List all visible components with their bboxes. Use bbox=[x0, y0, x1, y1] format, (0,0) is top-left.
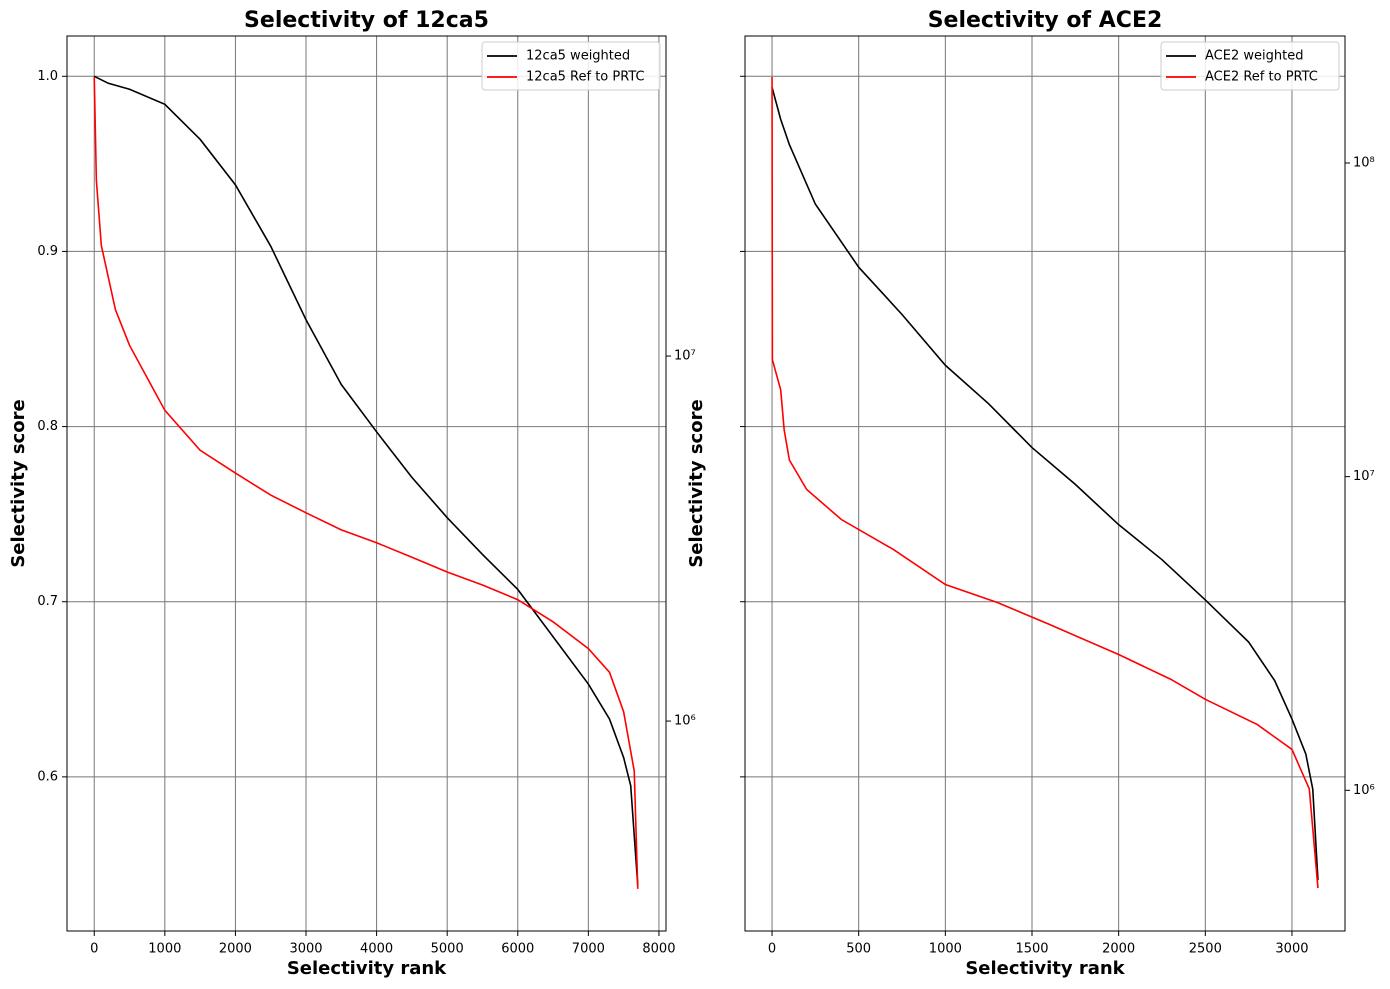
series-line bbox=[93, 75, 639, 886]
axes-frame bbox=[744, 35, 1346, 932]
legend-box bbox=[481, 41, 661, 91]
x-tick-label: 3000 bbox=[289, 942, 322, 957]
y2-tick-label: 10⁶ bbox=[674, 714, 696, 729]
y-tick-label: 0.9 bbox=[37, 244, 58, 259]
y2-tick-label: 10⁶ bbox=[1353, 783, 1375, 798]
legend-label: ACE2 weighted bbox=[1205, 49, 1303, 64]
legend-label: 12ca5 weighted bbox=[526, 49, 630, 64]
series-line bbox=[93, 77, 639, 889]
legend-box bbox=[1160, 41, 1340, 91]
x-tick-label: 1000 bbox=[148, 942, 181, 957]
y2-tick-label: 10⁷ bbox=[1353, 469, 1375, 484]
legend-label: 12ca5 Ref to PRTC bbox=[526, 70, 645, 85]
x-tick-label: 5000 bbox=[431, 942, 464, 957]
x-tick-label: 7000 bbox=[572, 942, 605, 957]
y-tick-label: 1.0 bbox=[37, 69, 58, 84]
y2-tick-label: 10⁸ bbox=[1353, 155, 1375, 170]
x-tick-label: 0 bbox=[90, 942, 98, 957]
series-line bbox=[771, 87, 1319, 881]
series-line bbox=[771, 76, 1319, 889]
chart-title: Selectivity of ACE2 bbox=[928, 8, 1163, 33]
axes-frame bbox=[66, 35, 667, 932]
y-tick-label: 0.7 bbox=[37, 594, 58, 609]
chart-title: Selectivity of 12ca5 bbox=[244, 8, 489, 33]
legend-label: ACE2 Ref to PRTC bbox=[1205, 70, 1318, 85]
y-axis-label: Selectivity score bbox=[686, 399, 707, 567]
x-tick-label: 2500 bbox=[1189, 942, 1222, 957]
x-tick-label: 3000 bbox=[1275, 942, 1308, 957]
x-tick-label: 2000 bbox=[1102, 942, 1135, 957]
y-tick-label: 0.6 bbox=[37, 769, 58, 784]
y-axis-label: Selectivity score bbox=[8, 399, 29, 567]
y2-tick-label: 10⁷ bbox=[674, 349, 696, 364]
x-tick-label: 2000 bbox=[219, 942, 252, 957]
x-axis-label: Selectivity rank bbox=[287, 958, 447, 979]
x-tick-label: 8000 bbox=[642, 942, 675, 957]
x-tick-label: 6000 bbox=[501, 942, 534, 957]
x-tick-label: 1000 bbox=[929, 942, 962, 957]
x-tick-label: 0 bbox=[768, 942, 776, 957]
x-axis-label: Selectivity rank bbox=[965, 958, 1125, 979]
x-tick-label: 500 bbox=[846, 942, 871, 957]
x-tick-label: 1500 bbox=[1015, 942, 1048, 957]
y-tick-label: 0.8 bbox=[37, 419, 58, 434]
x-tick-label: 4000 bbox=[360, 942, 393, 957]
